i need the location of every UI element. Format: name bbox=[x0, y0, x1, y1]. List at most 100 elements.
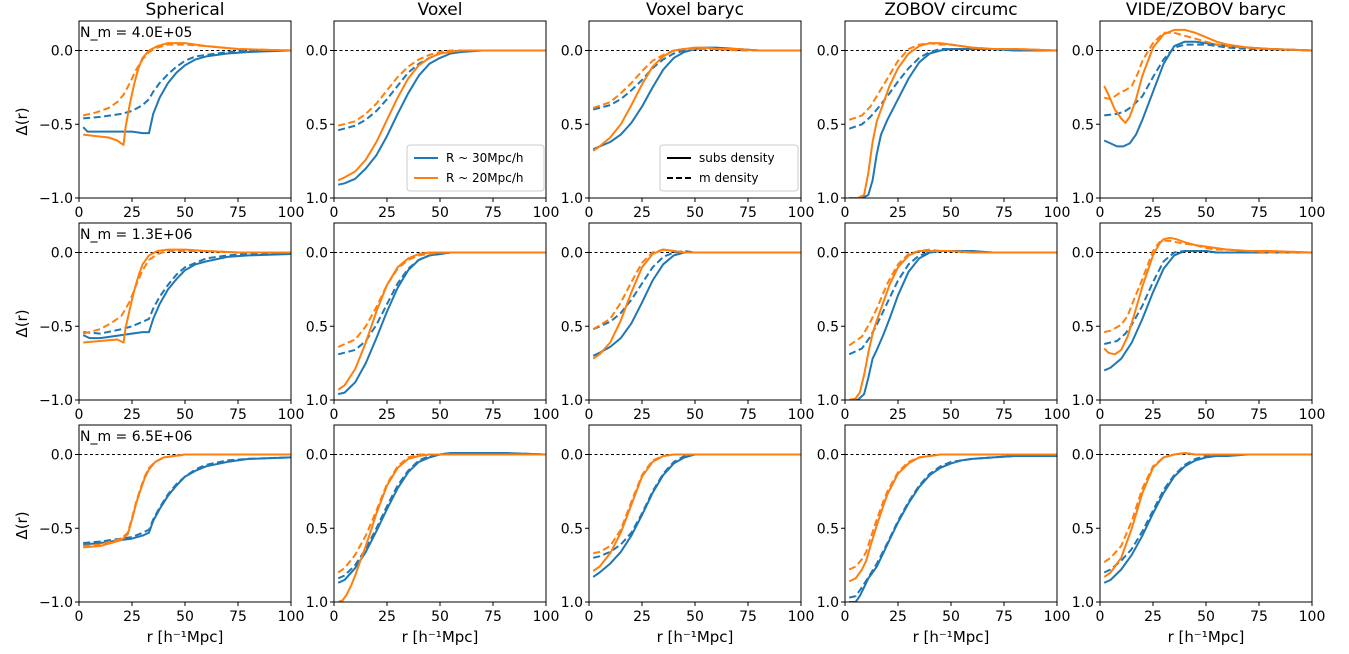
y-tick-label: 0.0 bbox=[561, 246, 583, 262]
y-tick-label: 0.0 bbox=[817, 448, 839, 464]
y-axis-label: Δ(r) bbox=[13, 107, 31, 135]
series-line-r30-subs bbox=[592, 453, 801, 578]
row-label: N_m = 4.0E+05 bbox=[80, 25, 192, 41]
y-tick-label: 0.5 bbox=[1072, 319, 1094, 335]
series-line-r30-m bbox=[83, 49, 291, 120]
series-line-r20-subs bbox=[1103, 236, 1312, 356]
x-tick-label: 0 bbox=[585, 205, 594, 221]
x-axis-label: r [h⁻¹Mpc] bbox=[402, 628, 479, 646]
x-axis-label: r [h⁻¹Mpc] bbox=[1168, 628, 1245, 646]
y-tick-label: 0.0 bbox=[817, 246, 839, 262]
column-title: ZOBOV circumc bbox=[884, 0, 1017, 20]
legend-label-r30: R ~ 30Mpc/h bbox=[446, 151, 524, 165]
x-tick-label: 25 bbox=[378, 205, 396, 221]
panel-r2-c3: 0.0 0.5 1.00 25 50 75 100 bbox=[561, 222, 814, 423]
x-tick-label: 75 bbox=[995, 609, 1013, 625]
y-tick-label: 1.0 bbox=[561, 393, 583, 409]
panel-r2-c4: 0.0 0.5 1.00 25 50 75 100 bbox=[817, 222, 1070, 423]
column-title: VIDE/ZOBOV baryc bbox=[1126, 0, 1286, 20]
x-tick-label: 0 bbox=[75, 205, 84, 221]
x-axis-label: r [h⁻¹Mpc] bbox=[657, 628, 734, 646]
y-tick-label: 0.0 bbox=[1072, 246, 1094, 262]
series-line-r20-m bbox=[83, 453, 291, 547]
series-line-r30-subs bbox=[82, 49, 291, 135]
series-group bbox=[848, 453, 1057, 602]
x-axis-label: r [h⁻¹Mpc] bbox=[147, 628, 224, 646]
legend-label-r20: R ~ 20Mpc/h bbox=[446, 171, 524, 185]
x-tick-label: 0 bbox=[585, 407, 594, 423]
y-tick-label: −1.0 bbox=[39, 595, 73, 611]
x-tick-label: 50 bbox=[1197, 609, 1215, 625]
series-line-r20-m bbox=[592, 48, 801, 109]
x-tick-label: 25 bbox=[123, 407, 141, 423]
y-tick-label: 0.5 bbox=[817, 521, 839, 537]
x-tick-label: 100 bbox=[533, 609, 560, 625]
series-line-r30-m bbox=[337, 251, 546, 356]
y-tick-label: 1.0 bbox=[306, 595, 328, 611]
axes-frame bbox=[844, 222, 1058, 401]
y-tick-label: 0.0 bbox=[561, 448, 583, 464]
y-tick-label: 0.0 bbox=[51, 246, 73, 262]
x-tick-label: 75 bbox=[995, 205, 1013, 221]
x-tick-label: 75 bbox=[739, 205, 757, 221]
series-line-r30-subs bbox=[82, 253, 291, 340]
x-tick-label: 25 bbox=[123, 609, 141, 625]
x-tick-label: 25 bbox=[889, 205, 907, 221]
axes-frame bbox=[333, 424, 547, 603]
y-tick-label: −0.5 bbox=[39, 319, 73, 335]
x-tick-label: 75 bbox=[484, 205, 502, 221]
x-axis-label: r [h⁻¹Mpc] bbox=[913, 628, 990, 646]
y-tick-label: 1.0 bbox=[1072, 595, 1094, 611]
y-tick-label: 0.5 bbox=[561, 319, 583, 335]
series-line-r30-m bbox=[848, 48, 1057, 130]
panel-r3-c3: 0.0 0.5 1.00 25 50 75 100 r [h⁻¹Mpc] bbox=[561, 424, 814, 646]
panel-r1-c1: 0.0 −0.5 −1.00 25 50 75 100 Spherical N_m = 4.0E… bbox=[13, 0, 304, 221]
panel-r1-c3: 0.0 0.5 1.00 25 50 75 100 Voxel baryc bbox=[561, 0, 815, 221]
y-tick-label: 1.0 bbox=[817, 393, 839, 409]
series-line-r20-m bbox=[1103, 239, 1312, 334]
y-tick-label: 0.0 bbox=[561, 44, 583, 60]
series-line-r20-m bbox=[592, 248, 801, 331]
y-tick-label: 0.0 bbox=[51, 44, 73, 60]
legend-label-subs: subs density bbox=[699, 151, 775, 165]
panel-r3-c2: 0.0 0.5 1.00 25 50 75 100 r [h⁻¹Mpc] bbox=[306, 424, 560, 646]
series-line-r30-m bbox=[1104, 43, 1312, 117]
x-tick-label: 0 bbox=[75, 407, 84, 423]
panel-r1-c2: 0.0 0.5 1.00 25 50 75 100 Voxel bbox=[306, 0, 560, 221]
series-line-r20-m bbox=[848, 248, 1057, 347]
series-line-r20-subs bbox=[848, 453, 1057, 583]
x-tick-label: 25 bbox=[633, 609, 651, 625]
y-tick-label: 0.5 bbox=[561, 521, 583, 537]
x-tick-label: 50 bbox=[686, 609, 704, 625]
panel-r1-c4: 0.0 0.5 1.00 25 50 75 100 ZOBOV circumc bbox=[817, 0, 1071, 221]
y-tick-label: 0.5 bbox=[306, 117, 328, 133]
panel-r3-c4: 0.0 0.5 1.00 25 50 75 100 r [h⁻¹Mpc] bbox=[817, 424, 1070, 646]
y-tick-label: 0.0 bbox=[817, 44, 839, 60]
y-tick-label: 0.5 bbox=[1072, 521, 1094, 537]
series-group bbox=[1103, 452, 1312, 584]
x-tick-label: 50 bbox=[686, 205, 704, 221]
x-tick-label: 25 bbox=[378, 407, 396, 423]
y-tick-label: −1.0 bbox=[39, 191, 73, 207]
x-tick-label: 75 bbox=[229, 205, 247, 221]
series-line-r30-m bbox=[337, 49, 546, 132]
series-line-r20-m bbox=[592, 453, 801, 555]
series-group bbox=[1103, 236, 1312, 372]
axes-frame bbox=[78, 424, 292, 603]
x-tick-label: 25 bbox=[889, 407, 907, 423]
x-tick-label: 25 bbox=[1144, 407, 1162, 423]
x-tick-label: 100 bbox=[1044, 205, 1071, 221]
x-tick-label: 0 bbox=[585, 609, 594, 625]
x-tick-label: 25 bbox=[889, 609, 907, 625]
x-tick-label: 25 bbox=[123, 205, 141, 221]
x-tick-label: 50 bbox=[431, 407, 449, 423]
x-tick-label: 100 bbox=[278, 205, 305, 221]
panel-r2-c1: 0.0 −0.5 −1.00 25 50 75 100 N_m = 1.3E+06 Δ(r) bbox=[13, 222, 304, 423]
series-line-r20-m bbox=[337, 453, 546, 574]
series-group bbox=[337, 251, 546, 396]
x-tick-label: 50 bbox=[942, 407, 960, 423]
panel-r3-c5: 0.0 0.5 1.00 25 50 75 100 r [h⁻¹Mpc] bbox=[1072, 424, 1325, 646]
x-tick-label: 50 bbox=[942, 205, 960, 221]
x-tick-label: 100 bbox=[1299, 205, 1326, 221]
